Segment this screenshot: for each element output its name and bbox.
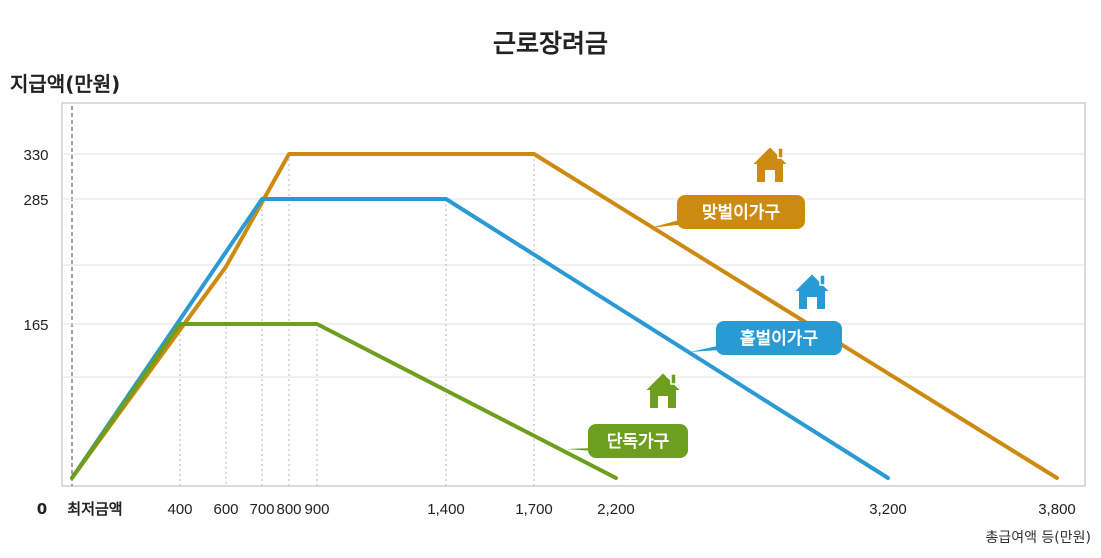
x-tick-label: 3,800 <box>1038 501 1076 518</box>
series-badge-2: 단독가구 <box>566 370 688 458</box>
chart-title: 근로장려금 <box>492 29 608 58</box>
house-chimney <box>777 147 784 159</box>
y-tick-label: 165 <box>23 317 48 334</box>
badge-box <box>588 424 688 458</box>
house-door <box>807 297 817 310</box>
badge-box <box>677 195 805 229</box>
house-chimney <box>819 274 826 286</box>
house-icon <box>790 271 834 311</box>
series-badge-0: 맞벌이가구 <box>650 144 805 229</box>
x-origin-label: 0 <box>37 500 47 518</box>
series-line-2 <box>70 322 618 480</box>
house-door <box>765 170 775 183</box>
x-tick-label: 1,400 <box>427 501 465 518</box>
badge-label: 맞벌이가구 <box>702 203 781 223</box>
series-badge-1: 홑벌이가구 <box>690 271 842 355</box>
y-axis-label: 지급액(만원) <box>10 72 121 96</box>
house-chimney <box>670 373 677 385</box>
plot-frame <box>61 102 1086 487</box>
x-tick-label: 900 <box>304 501 329 518</box>
x-tick-label: 2,200 <box>597 501 635 518</box>
house-door <box>658 396 668 409</box>
x-min-wage-label: 최저금액 <box>67 500 122 518</box>
badge-label: 단독가구 <box>607 432 670 452</box>
y-tick-label: 285 <box>23 192 48 209</box>
x-tick-label: 3,200 <box>869 501 907 518</box>
house-body <box>641 370 685 410</box>
y-tick-label: 330 <box>23 147 48 164</box>
x-tick-label: 1,700 <box>515 501 553 518</box>
series-line-1 <box>70 197 890 480</box>
x-axis-label: 총급여액 등(만원) <box>985 530 1091 546</box>
x-tick-label: 600 <box>213 501 238 518</box>
house-icon <box>748 144 792 184</box>
x-tick-label: 400 <box>167 501 192 518</box>
x-tick-label: 800 <box>276 501 301 518</box>
house-body <box>748 144 792 184</box>
house-body <box>790 271 834 311</box>
house-icon <box>641 370 685 410</box>
x-tick-label: 700 <box>249 501 274 518</box>
badge-label: 홑벌이가구 <box>740 328 819 349</box>
series-line-0 <box>70 152 1059 480</box>
badge-box <box>716 321 842 355</box>
